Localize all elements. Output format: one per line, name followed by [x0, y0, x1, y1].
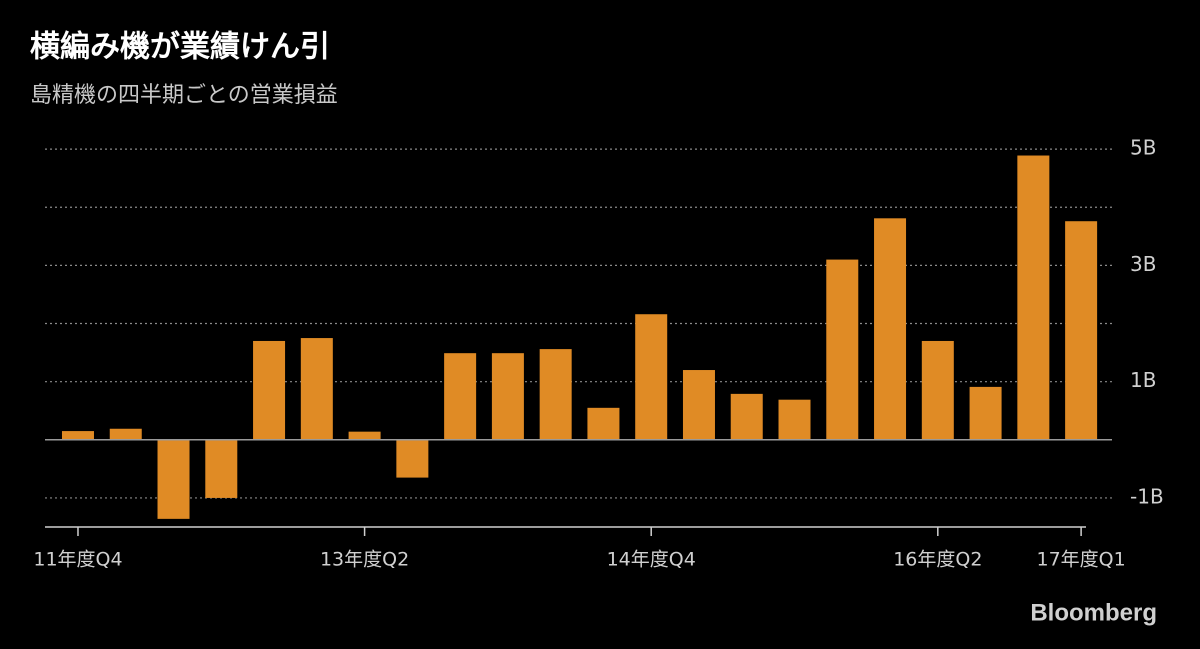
y-tick-label: 3B [1130, 252, 1156, 276]
bar [157, 439, 190, 519]
bar [109, 428, 142, 440]
bar [826, 259, 859, 440]
x-tick-label: 14年度Q4 [607, 549, 696, 571]
bar [1065, 221, 1098, 440]
bar [682, 370, 715, 440]
y-tick-label: 1B [1130, 368, 1156, 392]
bar [969, 386, 1002, 440]
bar [1017, 155, 1050, 440]
x-tick-label: 13年度Q2 [320, 549, 409, 571]
chart-title: 横編み機が業績けん引 [30, 30, 330, 65]
source-logo: Bloomberg [1030, 599, 1157, 626]
bar [730, 393, 763, 440]
bar [61, 431, 94, 440]
bar [253, 340, 286, 440]
bar [778, 399, 811, 440]
bar [491, 353, 524, 440]
bar [396, 439, 429, 478]
bar [635, 314, 668, 440]
bar [300, 338, 333, 440]
bar [444, 353, 477, 440]
bar [587, 407, 620, 440]
y-tick-label: -1B [1130, 484, 1164, 508]
bar [539, 349, 572, 440]
bar [874, 218, 907, 440]
bar [921, 340, 954, 440]
chart-subtitle: 島精機の四半期ごとの営業損益 [30, 83, 338, 108]
x-tick-label: 16年度Q2 [893, 549, 982, 571]
x-tick-label: 11年度Q4 [33, 549, 122, 571]
x-tick-label: 17年度Q1 [1036, 549, 1125, 571]
bar [205, 439, 238, 498]
y-tick-label: 5B [1130, 136, 1156, 160]
bar [348, 431, 381, 440]
